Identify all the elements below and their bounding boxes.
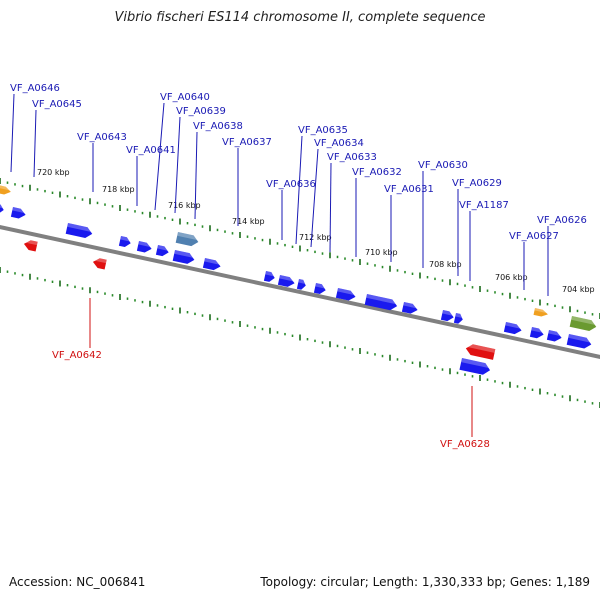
gene-label-forward: VF_A0631 [384, 184, 434, 195]
forward-gene-arrow [503, 322, 522, 335]
gene-label-forward: VF_A0645 [32, 99, 82, 110]
gene-label-forward: VF_A0639 [176, 106, 226, 117]
forward-gene-arrow [65, 223, 93, 238]
label-leader-lines [10, 93, 549, 437]
genome-summary-text: Topology: circular; Length: 1,330,333 bp… [260, 575, 590, 589]
forward-gene-arrow [453, 313, 464, 324]
gene-label-forward: VF_A0632 [352, 167, 402, 178]
map-title: Vibrio fischeri ES114 chromosome II, com… [114, 10, 486, 25]
gene-label-forward: VF_A0646 [10, 83, 60, 94]
forward-gene-arrow [172, 250, 195, 264]
gene-label-forward: VF_A0634 [314, 138, 364, 149]
forward-gene-arrow [566, 334, 592, 349]
scale-label: 716 kbp [168, 201, 201, 210]
reverse-gene-arrow [23, 240, 38, 252]
forward-gene-arrow [118, 236, 132, 248]
leader-line [10, 93, 15, 173]
gene-label-forward: VF_A0636 [266, 179, 316, 190]
scale-label: 720 kbp [37, 168, 70, 177]
scale-label: 708 kbp [429, 260, 462, 269]
gene-label-forward: VF_A0629 [452, 178, 502, 189]
gene-label-forward: VF_A0635 [298, 125, 348, 136]
reverse-gene-arrow [92, 258, 107, 270]
gene-label-forward: VF_A0630 [418, 160, 468, 171]
forward-gene-arrow [529, 327, 544, 339]
scale-label: 704 kbp [562, 285, 595, 294]
scale-track-top [0, 178, 600, 319]
scale-label: 712 kbp [299, 233, 332, 242]
gene-labels: VF_A0646 VF_A0645 VF_A0643 VF_A0641 VF_A0640… [10, 83, 587, 450]
gene-label-forward: VF_A0626 [537, 215, 587, 226]
gene-block-orange [533, 308, 549, 317]
scale-label: 706 kbp [495, 273, 528, 282]
forward-gene-arrow [401, 302, 418, 314]
leader-line [329, 162, 332, 253]
forward-gene-arrow [202, 258, 221, 271]
gene-block-orange [0, 185, 12, 195]
accession-text: Accession: NC_006841 [9, 575, 146, 589]
gene-features [0, 185, 597, 375]
gene-label-forward: VF_A0641 [126, 145, 176, 156]
leader-line [174, 116, 181, 214]
forward-gene-arrow [459, 358, 491, 375]
forward-gene-arrow [335, 288, 356, 301]
forward-gene-arrow [263, 271, 276, 282]
gene-label-reverse: VF_A0628 [440, 439, 490, 450]
forward-gene-arrow [546, 330, 562, 342]
forward-gene-arrow [313, 283, 327, 295]
scale-label: 714 kbp [232, 217, 265, 226]
forward-gene-arrow [296, 279, 307, 290]
forward-gene-arrow [0, 203, 5, 214]
reverse-gene-arrow [465, 344, 496, 360]
gene-label-forward: VF_A0627 [509, 231, 559, 242]
forward-gene-arrow [136, 241, 152, 253]
leader-line [194, 131, 198, 220]
gene-label-forward: VF_A0638 [193, 121, 243, 132]
leader-line [154, 102, 165, 211]
gene-label-reverse: VF_A0642 [52, 350, 102, 361]
forward-gene-arrow [10, 207, 26, 219]
forward-gene-arrow [364, 294, 398, 311]
gene-label-forward: VF_A0633 [327, 152, 377, 163]
gene-label-forward: VF_A1187 [459, 200, 509, 211]
scale-labels: 720 kbp 718 kbp 716 kbp 714 kbp 712 kbp 710 k… [37, 168, 595, 294]
gene-label-forward: VF_A0640 [160, 92, 210, 103]
gene-label-forward: VF_A0643 [77, 132, 127, 143]
leader-line [33, 109, 37, 178]
scale-track-bottom [0, 267, 600, 408]
scale-label: 718 kbp [102, 185, 135, 194]
forward-gene-arrow [440, 310, 454, 322]
forward-gene-arrow [277, 275, 295, 287]
leader-line [295, 135, 303, 245]
gene-label-forward: VF_A0637 [222, 137, 272, 148]
scale-label: 710 kbp [365, 248, 398, 257]
leader-line [310, 148, 319, 248]
gene-block-steel [175, 232, 199, 247]
gene-block-olive [569, 316, 597, 331]
forward-gene-arrow [155, 245, 169, 257]
chromosome-backbone [0, 225, 600, 359]
